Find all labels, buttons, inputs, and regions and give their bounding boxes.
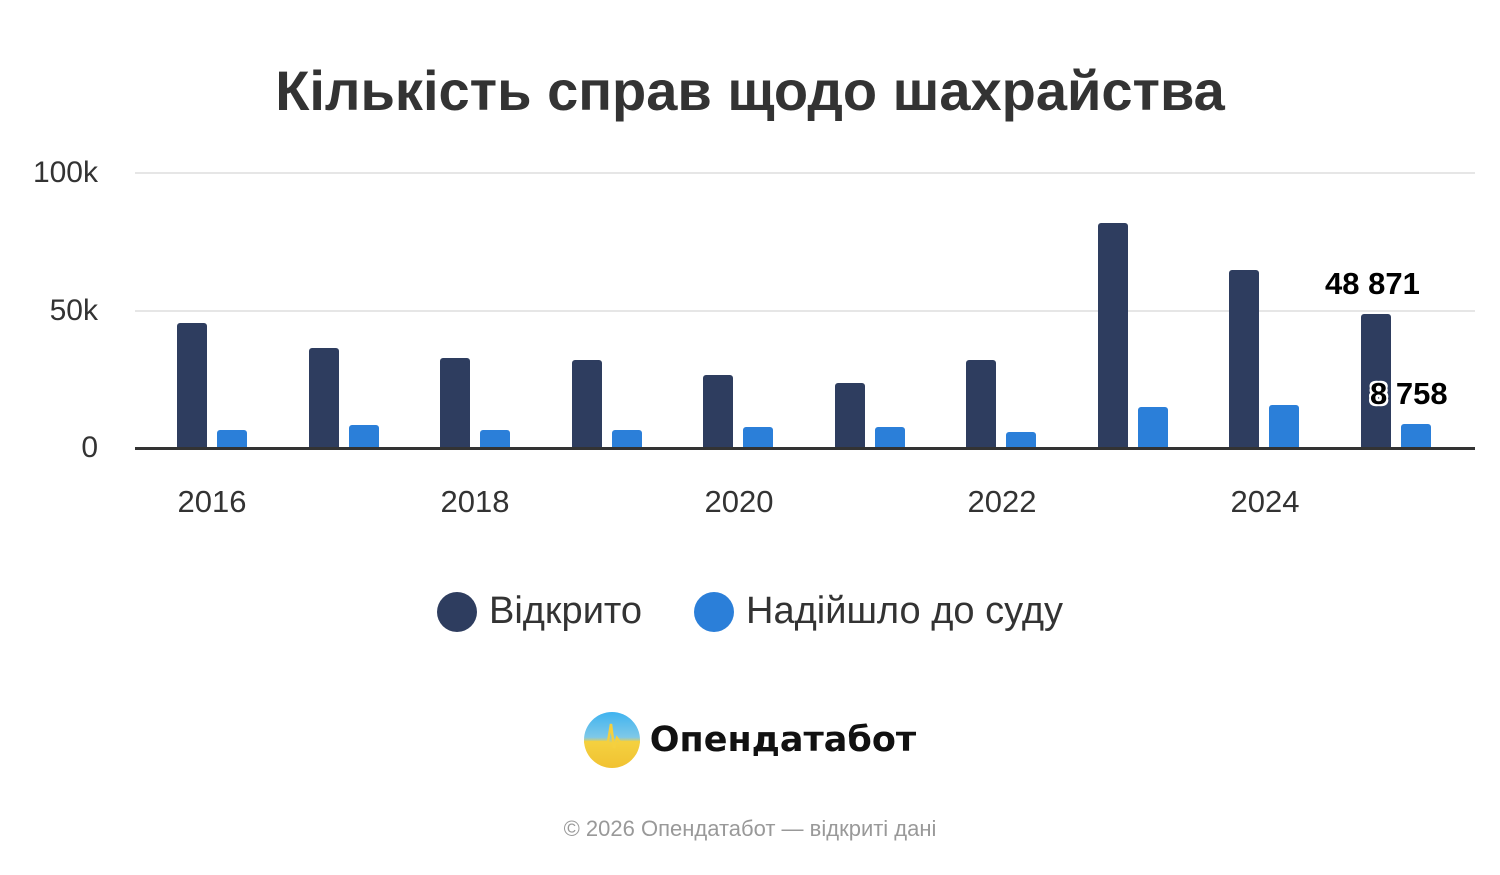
- bar-opened-2018[interactable]: [440, 357, 470, 448]
- y-tick-50k: 50k: [49, 294, 98, 327]
- bar-court-2019[interactable]: [611, 430, 642, 448]
- bar-opened-2020[interactable]: [703, 375, 733, 448]
- x-tick-2018: 2018: [440, 484, 510, 519]
- y-tick-0: 0: [81, 431, 98, 464]
- x-tick-2016: 2016: [177, 484, 247, 519]
- data-label-court-2025: 8 758: [1370, 376, 1448, 411]
- bar-opened-2023[interactable]: [1097, 222, 1128, 448]
- bar-opened-2017[interactable]: [308, 347, 339, 448]
- x-tick-2022: 2022: [967, 484, 1037, 519]
- bar-chart: 100k 50k 0 2016 2018 2020 2022 2024 48 8…: [32, 156, 1475, 519]
- bar-opened-2016[interactable]: [177, 322, 207, 448]
- footer-copyright: © 2026 Опендатабот — відкриті дані: [563, 816, 937, 841]
- bar-opened-2022[interactable]: [966, 360, 996, 448]
- bar-court-2022[interactable]: [1006, 432, 1036, 448]
- bar-opened-2024[interactable]: [1229, 269, 1259, 448]
- bar-court-2021[interactable]: [874, 427, 905, 448]
- bar-court-2017[interactable]: [348, 425, 379, 448]
- bar-court-2016[interactable]: [217, 430, 247, 448]
- bar-opened-2025[interactable]: [1360, 313, 1391, 448]
- brand-name: Опендатабот: [649, 720, 917, 760]
- bar-court-2018[interactable]: [480, 430, 510, 448]
- bar-opened-2019[interactable]: [571, 360, 602, 448]
- gridline-50k: [135, 310, 1475, 312]
- bar-court-2023[interactable]: [1137, 406, 1168, 448]
- bar-opened-2021[interactable]: [834, 382, 865, 448]
- legend-dot-icon: [436, 591, 477, 632]
- legend-label-court: Надійшло до суду: [746, 590, 1064, 632]
- gridline-100k: [135, 172, 1475, 174]
- legend-label-opened: Відкрито: [488, 590, 643, 632]
- x-axis-line: [135, 447, 1475, 450]
- legend-item-court[interactable]: Надійшло до суду: [694, 590, 1063, 633]
- x-tick-2020: 2020: [704, 484, 774, 519]
- legend: Відкрито Надійшло до суду: [0, 590, 1500, 633]
- x-tick-2024: 2024: [1230, 484, 1300, 519]
- data-label-opened-2025: 48 871: [1325, 266, 1420, 301]
- bar-court-2020[interactable]: [743, 427, 773, 448]
- y-tick-100k: 100k: [32, 156, 98, 189]
- brand: Опендатабот: [0, 712, 1500, 768]
- chart-title: Кількість справ щодо шахрайства: [275, 59, 1225, 122]
- opendatabot-logo-icon: [583, 712, 640, 768]
- bar-court-2024[interactable]: [1269, 405, 1299, 448]
- legend-item-opened[interactable]: Відкрито: [436, 590, 643, 633]
- legend-dot-icon: [694, 591, 735, 632]
- bar-court-2025[interactable]: [1400, 423, 1431, 448]
